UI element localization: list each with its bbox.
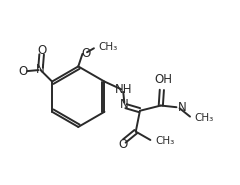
Text: NH: NH bbox=[114, 83, 132, 96]
Text: OH: OH bbox=[154, 73, 172, 86]
Text: O: O bbox=[19, 65, 28, 78]
Text: CH₃: CH₃ bbox=[98, 42, 118, 52]
Text: N: N bbox=[36, 63, 45, 75]
Text: O: O bbox=[37, 44, 46, 57]
Text: CH₃: CH₃ bbox=[194, 113, 213, 123]
Text: O: O bbox=[118, 138, 127, 151]
Text: O: O bbox=[81, 47, 90, 60]
Text: N: N bbox=[120, 98, 129, 111]
Text: N: N bbox=[178, 101, 187, 114]
Text: CH₃: CH₃ bbox=[156, 136, 175, 146]
